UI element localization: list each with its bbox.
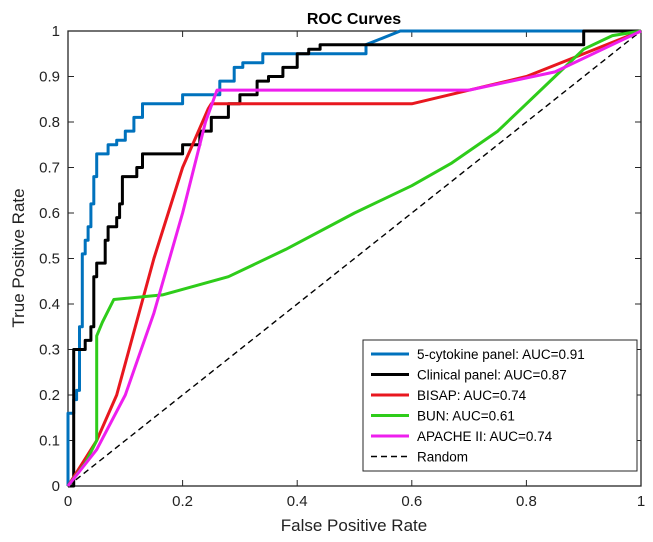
series-line-clinical-panel [68,29,641,488]
legend-label: BUN: AUC=0.61 [417,409,515,424]
series-line-5-cytokine-panel [66,29,641,486]
y-tick-label: 0.7 [39,160,60,177]
x-tick-label: 1 [637,493,645,510]
chart-title: ROC Curves [307,11,401,28]
x-tick-label: 0.4 [287,493,308,510]
legend-label: BISAP: AUC=0.74 [417,388,527,403]
legend-label: 5-cytokine panel: AUC=0.91 [417,347,585,362]
legend-label: APACHE II: AUC=0.74 [417,429,553,444]
y-tick-label: 0.6 [39,205,60,222]
x-tick-label: 0.8 [516,493,537,510]
series-line-random [67,30,642,487]
series-line-bun [66,29,642,487]
legend-box [362,339,638,472]
y-tick-label: 1 [52,23,60,40]
x-tick-label: 0.2 [172,493,193,510]
x-axis-title: False Positive Rate [281,516,427,535]
plot-area: 0 0.2 0.4 0.6 0.8 1 0 0.1 0.2 0.3 0.4 0.5 0.6 0.7 0.8 0… [39,23,645,510]
y-tick-label: 0.5 [39,251,60,268]
y-tick-label: 0.8 [39,114,60,131]
legend-label: Clinical panel: AUC=0.87 [417,368,567,383]
series-line-apache-ii [66,29,642,487]
x-tick-label: 0.6 [401,493,422,510]
legend-label: Random [417,450,468,465]
y-tick-label: 0.2 [39,387,60,404]
y-tick-label: 0.9 [39,69,60,86]
y-tick-label: 0.1 [39,433,60,450]
y-tick-label: 0.3 [39,342,60,359]
y-axis-title: True Positive Rate [9,188,28,327]
x-tick-label: 0 [64,493,72,510]
y-tick-label: 0 [52,478,60,495]
y-tick-label: 0.4 [39,296,60,313]
